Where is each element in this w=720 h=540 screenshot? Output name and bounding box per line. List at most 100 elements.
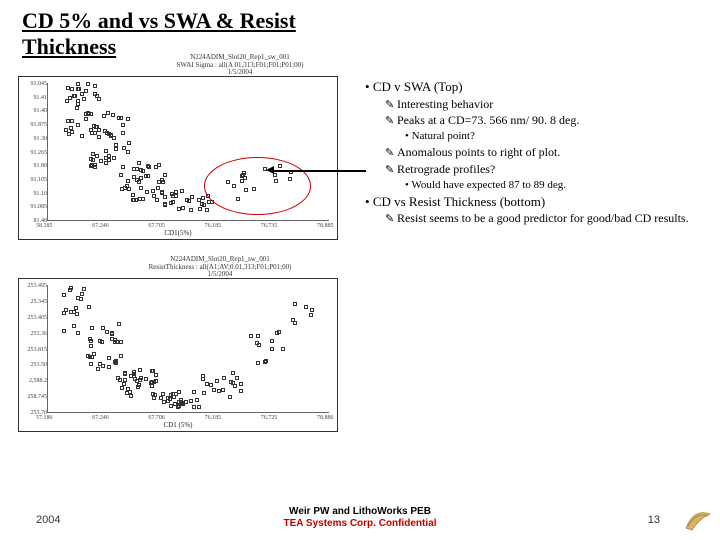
bullet-1c: Anomalous points to right of plot. — [385, 144, 705, 161]
data-point — [76, 102, 80, 106]
y-tick: 91.085 — [21, 204, 47, 210]
data-point — [152, 396, 156, 400]
y-tick: 91.40 — [21, 108, 47, 114]
data-point — [126, 150, 130, 154]
chart-bot: CD1 (5%) 253.49525.345253.405253.36253.8… — [18, 278, 338, 432]
data-point — [179, 400, 183, 404]
data-point — [155, 198, 159, 202]
footer-line2: TEA Systems Corp. Confidential — [284, 518, 437, 530]
x-tick: 76.735 — [261, 223, 278, 229]
data-point — [82, 287, 86, 291]
data-point — [97, 135, 101, 139]
data-point — [228, 395, 232, 399]
data-point — [212, 388, 216, 392]
data-point — [189, 208, 193, 212]
y-tick: 253.405 — [21, 315, 47, 321]
footer-line1: Weir PW and LithoWorks PEB — [284, 506, 437, 518]
data-point — [132, 167, 136, 171]
footer-year: 2004 — [36, 514, 60, 526]
data-point — [98, 339, 102, 343]
bullet-1: CD v SWA (Top) — [365, 78, 705, 96]
data-point — [121, 123, 125, 127]
data-point — [171, 200, 175, 204]
y-tick: 25.345 — [21, 299, 47, 305]
data-point — [123, 372, 127, 376]
data-point — [62, 329, 66, 333]
data-point — [137, 161, 141, 165]
data-point — [162, 400, 166, 404]
x-tick: 57.186 — [36, 415, 53, 421]
data-point — [152, 380, 156, 384]
page-number: 13 — [648, 514, 660, 526]
data-point — [174, 194, 178, 198]
data-point — [113, 338, 117, 342]
data-point — [127, 187, 131, 191]
data-point — [151, 189, 155, 193]
data-point — [70, 119, 74, 123]
data-point — [163, 173, 167, 177]
x-tick: 67.246 — [92, 415, 109, 421]
y-tick: 91.30 — [21, 136, 47, 142]
data-point — [202, 203, 206, 207]
data-point — [157, 163, 161, 167]
data-point — [119, 173, 123, 177]
y-tick: 91.10 — [21, 191, 47, 197]
data-point — [201, 196, 205, 200]
x-tick: 67.246 — [92, 223, 109, 229]
y-tick: 91.265 — [21, 150, 47, 156]
data-point — [77, 87, 81, 91]
data-point — [147, 165, 151, 169]
data-point — [64, 128, 68, 132]
data-point — [127, 141, 131, 145]
x-tick: 76.725 — [261, 415, 278, 421]
data-point — [91, 158, 95, 162]
y-tick: 91.105 — [21, 177, 47, 183]
data-point — [111, 113, 115, 117]
data-point — [177, 390, 181, 394]
data-point — [75, 312, 79, 316]
data-point — [161, 392, 165, 396]
data-point — [222, 376, 226, 380]
data-point — [114, 361, 118, 365]
data-point — [231, 381, 235, 385]
data-point — [121, 165, 125, 169]
data-point — [104, 149, 108, 153]
data-point — [195, 398, 199, 402]
data-point — [205, 382, 209, 386]
data-point — [112, 136, 116, 140]
y-tick: 91.045 — [21, 81, 47, 87]
data-point — [192, 390, 196, 394]
data-point — [72, 94, 76, 98]
y-tick: 253.815 — [21, 347, 47, 353]
data-point — [89, 128, 93, 132]
data-point — [136, 385, 140, 389]
data-point — [181, 206, 185, 210]
data-point — [74, 306, 78, 310]
bullet-2: CD vs Resist Thickness (bottom) — [365, 193, 705, 211]
data-point — [256, 334, 260, 338]
data-point — [68, 96, 72, 100]
data-point — [101, 364, 105, 368]
data-point — [123, 378, 127, 382]
data-point — [198, 207, 202, 211]
data-point — [72, 324, 76, 328]
data-point — [141, 197, 145, 201]
title-line1: CD 5% and vs SWA & Resist — [22, 8, 296, 33]
data-point — [94, 125, 98, 129]
data-point — [293, 321, 297, 325]
y-tick: 91.80 — [21, 163, 47, 169]
data-point — [121, 131, 125, 135]
data-point — [144, 377, 148, 381]
bullet-1b: Peaks at a CD=73. 566 nm/ 90. 8 deg. — [385, 112, 705, 129]
y-tick: 91.41 — [21, 95, 47, 101]
data-point — [310, 308, 314, 312]
data-point — [80, 292, 84, 296]
y-tick: 253.495 — [21, 283, 47, 289]
chart-caption-top: N224ADIM_Slot20_Rep1_sw_001 SWAI Sigma :… — [140, 54, 340, 77]
data-point — [231, 371, 235, 375]
data-point — [107, 132, 111, 136]
logo-icon — [680, 504, 716, 534]
data-point — [82, 97, 86, 101]
data-point — [93, 163, 97, 167]
data-point — [119, 354, 123, 358]
